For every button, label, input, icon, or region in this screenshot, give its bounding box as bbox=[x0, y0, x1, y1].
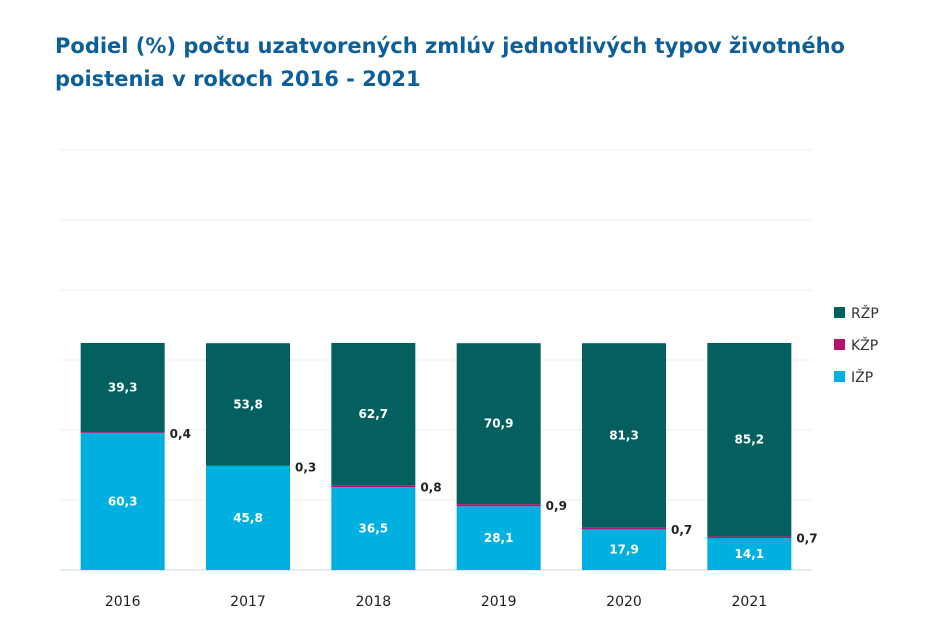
bar-segment bbox=[456, 504, 541, 507]
bar-segment bbox=[707, 536, 792, 538]
bar-segment bbox=[80, 432, 165, 434]
legend-swatch bbox=[834, 307, 845, 318]
bar-segment bbox=[206, 466, 290, 570]
x-tick-label: 2019 bbox=[481, 594, 517, 610]
data-label: 0,7 bbox=[671, 523, 692, 537]
data-label: 36,5 bbox=[359, 522, 389, 536]
legend-label: KŽP bbox=[851, 336, 878, 354]
legend-swatch bbox=[834, 339, 845, 350]
data-label: 0,3 bbox=[295, 460, 316, 474]
x-axis-ticks: 2016 2017 2018 2019 2020 2021 bbox=[105, 594, 767, 610]
bar-segment bbox=[331, 487, 416, 570]
bar-segment bbox=[456, 343, 541, 505]
bar-segment bbox=[707, 342, 792, 537]
bar-segment bbox=[206, 465, 290, 467]
data-label: 60,3 bbox=[108, 495, 138, 509]
x-tick-label: 2020 bbox=[606, 594, 642, 610]
legend-swatch bbox=[834, 371, 845, 382]
x-tick-label: 2016 bbox=[105, 594, 141, 610]
bar-segment bbox=[582, 529, 666, 570]
bar-segment bbox=[582, 343, 666, 528]
data-label: 0,8 bbox=[420, 480, 441, 494]
legend-label: RŽP bbox=[851, 304, 879, 322]
gridlines bbox=[60, 149, 812, 571]
bar-segment bbox=[331, 342, 416, 486]
bar-segment bbox=[206, 343, 290, 466]
data-label: 0,7 bbox=[796, 531, 817, 545]
data-label: 0,4 bbox=[170, 427, 191, 441]
data-label: 14,1 bbox=[735, 547, 765, 561]
legend-label: IŽP bbox=[851, 368, 873, 386]
data-labels: 60,3 0,4 39,3 45,8 0,3 53,8 36,5 0,8 62,7 28,1 0,9… bbox=[108, 381, 818, 561]
data-label: 53,8 bbox=[233, 397, 263, 411]
data-label: 62,7 bbox=[359, 407, 389, 421]
data-label: 85,2 bbox=[735, 433, 765, 447]
data-label: 81,3 bbox=[609, 428, 639, 442]
data-label: 70,9 bbox=[484, 417, 514, 431]
x-tick-label: 2021 bbox=[732, 594, 768, 610]
bar-segment bbox=[456, 506, 541, 570]
bars bbox=[80, 342, 792, 570]
data-label: 17,9 bbox=[609, 543, 639, 557]
data-label: 0,9 bbox=[546, 499, 567, 513]
bar-segment bbox=[582, 527, 666, 530]
data-label: 28,1 bbox=[484, 531, 514, 545]
data-label: 39,3 bbox=[108, 381, 138, 395]
bar-segment bbox=[80, 433, 165, 570]
x-tick-label: 2018 bbox=[356, 594, 392, 610]
legend: RŽP KŽP IŽP bbox=[834, 304, 879, 386]
bar-segment bbox=[80, 342, 165, 433]
data-label: 45,8 bbox=[233, 511, 263, 525]
x-tick-label: 2017 bbox=[230, 594, 266, 610]
bar-segment bbox=[331, 485, 416, 488]
bar-segment bbox=[707, 537, 792, 570]
chart-title: Podiel (%) počtu uzatvorených zmlúv jedn… bbox=[55, 34, 845, 91]
